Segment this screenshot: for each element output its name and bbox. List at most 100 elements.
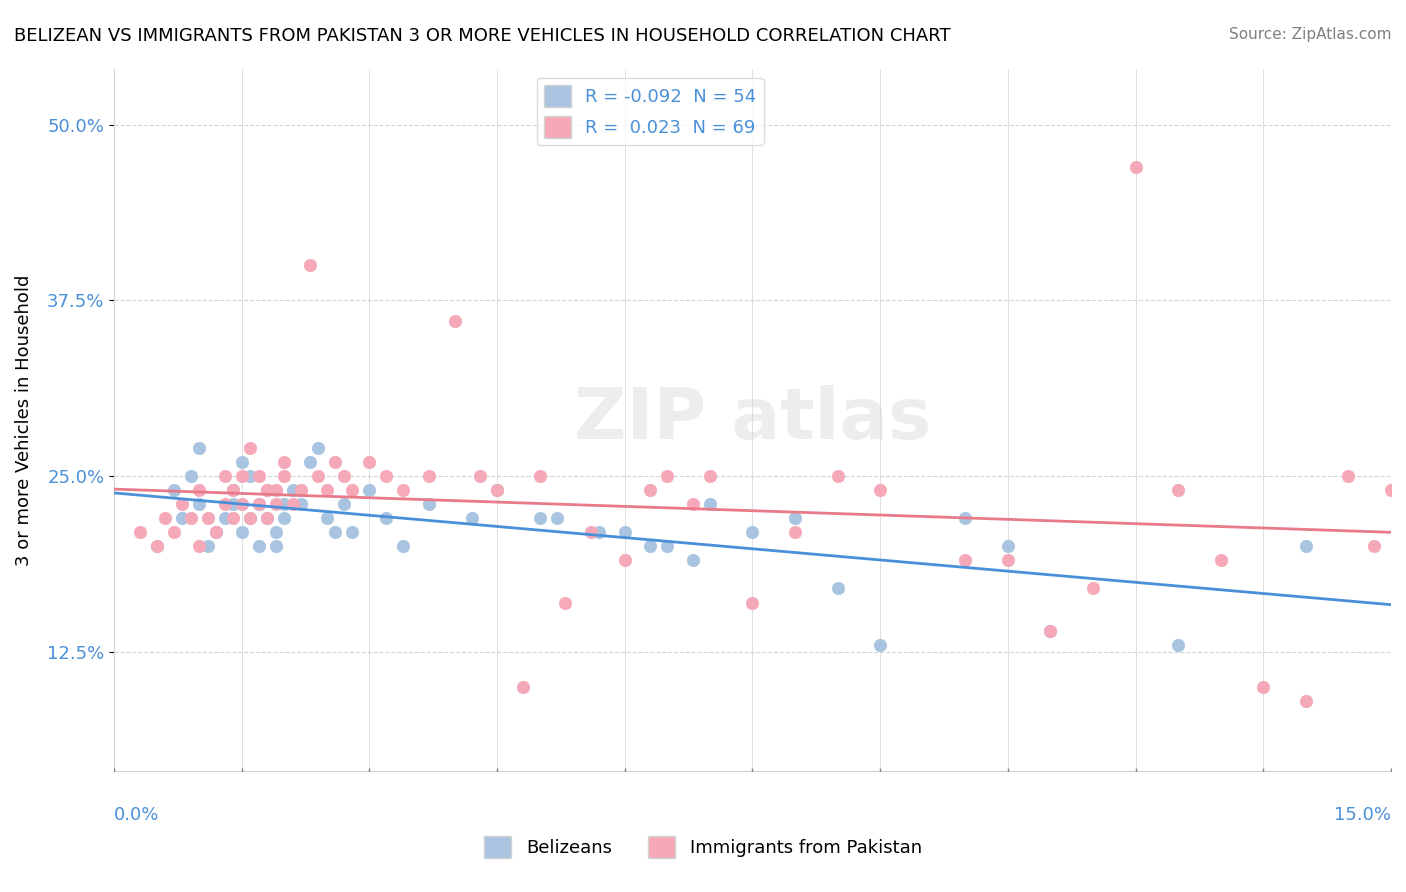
Point <box>997 539 1019 553</box>
Point <box>699 497 721 511</box>
Point <box>231 497 253 511</box>
Point <box>783 511 806 525</box>
Point <box>180 511 202 525</box>
Point <box>997 553 1019 567</box>
Point <box>869 638 891 652</box>
Point <box>342 483 364 497</box>
Point <box>529 469 551 483</box>
Point <box>783 525 806 540</box>
Point <box>145 539 167 553</box>
Point <box>222 497 245 511</box>
Text: 0.0%: 0.0% <box>114 806 159 824</box>
Point <box>239 469 262 483</box>
Point <box>392 539 415 553</box>
Point <box>682 497 704 511</box>
Point <box>486 483 509 497</box>
Point <box>315 511 337 525</box>
Point <box>657 469 679 483</box>
Point <box>1081 582 1104 596</box>
Point <box>359 483 381 497</box>
Point <box>273 511 295 525</box>
Point <box>333 497 356 511</box>
Point <box>162 483 184 497</box>
Point <box>247 539 270 553</box>
Point <box>682 553 704 567</box>
Point <box>188 497 211 511</box>
Point <box>1125 160 1147 174</box>
Point <box>222 483 245 497</box>
Point <box>180 469 202 483</box>
Point <box>145 539 167 553</box>
Point <box>699 469 721 483</box>
Point <box>955 553 977 567</box>
Point <box>1396 469 1406 483</box>
Point <box>247 497 270 511</box>
Point <box>375 511 398 525</box>
Point <box>256 483 278 497</box>
Point <box>333 469 356 483</box>
Point <box>197 539 219 553</box>
Y-axis label: 3 or more Vehicles in Household: 3 or more Vehicles in Household <box>15 274 32 566</box>
Text: 15.0%: 15.0% <box>1334 806 1391 824</box>
Text: BELIZEAN VS IMMIGRANTS FROM PAKISTAN 3 OR MORE VEHICLES IN HOUSEHOLD CORRELATION: BELIZEAN VS IMMIGRANTS FROM PAKISTAN 3 O… <box>14 27 950 45</box>
Point <box>231 525 253 540</box>
Point <box>281 497 304 511</box>
Point <box>214 511 236 525</box>
Point <box>512 680 534 694</box>
Point <box>1379 483 1402 497</box>
Point <box>657 539 679 553</box>
Point <box>231 455 253 469</box>
Point <box>256 483 278 497</box>
Point <box>298 455 321 469</box>
Point <box>290 483 312 497</box>
Point <box>264 525 287 540</box>
Point <box>579 525 602 540</box>
Point <box>247 469 270 483</box>
Point <box>1253 680 1275 694</box>
Point <box>1167 483 1189 497</box>
Point <box>197 511 219 525</box>
Point <box>468 469 491 483</box>
Point <box>290 497 312 511</box>
Point <box>273 455 295 469</box>
Point <box>298 258 321 272</box>
Point <box>1337 469 1360 483</box>
Point <box>247 497 270 511</box>
Legend: Belizeans, Immigrants from Pakistan: Belizeans, Immigrants from Pakistan <box>477 829 929 865</box>
Point <box>256 511 278 525</box>
Point <box>273 497 295 511</box>
Point <box>162 525 184 540</box>
Point <box>1039 624 1062 638</box>
Point <box>640 483 662 497</box>
Point <box>1295 539 1317 553</box>
Point <box>273 469 295 483</box>
Point <box>486 483 509 497</box>
Point <box>307 469 329 483</box>
Point <box>188 539 211 553</box>
Point <box>188 441 211 455</box>
Point <box>529 511 551 525</box>
Text: ZIP atlas: ZIP atlas <box>574 385 931 454</box>
Point <box>264 497 287 511</box>
Point <box>827 582 849 596</box>
Point <box>418 469 440 483</box>
Point <box>741 595 763 609</box>
Point <box>392 483 415 497</box>
Point <box>222 511 245 525</box>
Point <box>613 525 636 540</box>
Point <box>460 511 482 525</box>
Point <box>264 539 287 553</box>
Point <box>264 483 287 497</box>
Legend: R = -0.092  N = 54, R =  0.023  N = 69: R = -0.092 N = 54, R = 0.023 N = 69 <box>537 78 763 145</box>
Point <box>827 469 849 483</box>
Point <box>172 497 194 511</box>
Point <box>546 511 568 525</box>
Point <box>342 525 364 540</box>
Point <box>239 511 262 525</box>
Point <box>359 455 381 469</box>
Point <box>205 525 228 540</box>
Point <box>1295 694 1317 708</box>
Point <box>222 483 245 497</box>
Point <box>325 455 347 469</box>
Point <box>1167 638 1189 652</box>
